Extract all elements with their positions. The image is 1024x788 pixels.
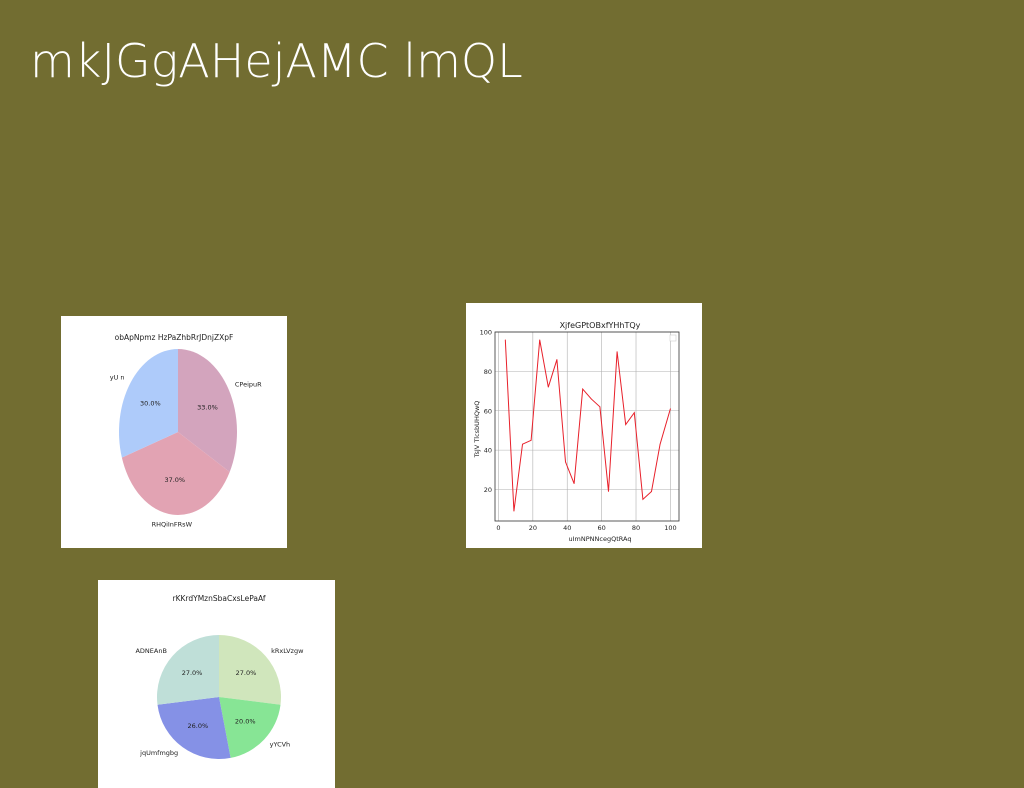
pie1-slice-2 — [119, 349, 178, 458]
x-tick-label-0: 0 — [496, 524, 500, 532]
pie2-pct-label-3: 27.0% — [182, 669, 203, 677]
x-tick-label-2: 40 — [563, 524, 571, 532]
pie1-pct-label-1: 37.0% — [164, 476, 185, 484]
line-point-0-2 — [522, 443, 523, 445]
pie1-slice-0 — [178, 349, 237, 472]
x-tick-label-5: 100 — [664, 524, 676, 532]
pie1-slice-label-2: yU n — [110, 373, 125, 381]
pie2-pct-label-1: 20.0% — [235, 718, 256, 726]
line-point-0-5 — [547, 386, 549, 388]
y-tick-label-0: 20 — [484, 486, 492, 494]
pie1-slice-label-0: CPeipuR — [235, 381, 262, 389]
pie-chart-2-svg: rKKrdYMznSbaCxsLePaAf 27.0% kRxLVzgw 20.0%… — [135, 594, 304, 759]
pie1-pct-label-0: 33.0% — [197, 403, 218, 411]
line-point-0-6 — [556, 359, 558, 360]
pie2-slice-3 — [157, 635, 219, 705]
pie-chart-1-title: obApNpmz HzPaZhbRrJDnjZXpF — [115, 333, 234, 342]
pie2-pct-label-0: 27.0% — [236, 669, 257, 677]
slide-title: mkJGgAHejAMC lmQL — [30, 34, 523, 88]
pie2-slice-1 — [219, 697, 281, 758]
line-point-0-15 — [633, 412, 635, 414]
line-point-0-1 — [513, 510, 515, 512]
line-point-0-14 — [625, 424, 627, 425]
pie2-pct-label-2: 26.0% — [188, 722, 209, 730]
line-point-0-18 — [659, 443, 661, 445]
line-series-0 — [504, 339, 671, 512]
pie-chart-1: obApNpmz HzPaZhbRrJDnjZXpF 33.0% CPeipuR 3… — [61, 316, 287, 548]
line-chart: XjfeGPtOBxfYHhTQy uImNPNNcegQtRAq TsJV T… — [466, 303, 702, 548]
line-point-0-0 — [504, 339, 506, 341]
line-point-0-12 — [608, 491, 609, 492]
line-chart-xlabel: uImNPNNcegQtRAq — [569, 535, 632, 543]
y-tick-label-3: 80 — [484, 368, 492, 376]
y-tick-label-2: 60 — [484, 407, 492, 415]
pie1-slice-label-1: RHQiInFRsW — [152, 521, 193, 529]
line-point-0-3 — [530, 439, 532, 441]
line-point-0-10 — [590, 398, 592, 400]
line-chart-ylabel: TsJV TlcsbUHQwQ — [473, 401, 481, 459]
x-tick-label-4: 80 — [632, 524, 640, 532]
line-point-0-7 — [565, 461, 566, 463]
pie1-pct-label-2: 30.0% — [140, 400, 161, 408]
line-chart-title: XjfeGPtOBxfYHhTQy — [560, 321, 641, 330]
legend-box — [669, 334, 677, 342]
line-point-0-19 — [670, 408, 671, 410]
line-point-0-8 — [573, 483, 575, 484]
pie2-slice-2 — [157, 697, 231, 759]
line-point-0-16 — [642, 498, 644, 500]
pie2-slice-0 — [219, 635, 281, 705]
line-point-0-4 — [539, 339, 541, 341]
line-chart-svg: XjfeGPtOBxfYHhTQy uImNPNNcegQtRAq TsJV T… — [473, 321, 680, 543]
line-point-0-13 — [616, 351, 618, 353]
pie-chart-1-svg: obApNpmz HzPaZhbRrJDnjZXpF 33.0% CPeipuR 3… — [110, 333, 262, 529]
x-tick-label-1: 20 — [529, 524, 537, 532]
line-point-0-11 — [599, 406, 601, 408]
pie1-slice-1 — [121, 432, 230, 515]
y-tick-label-4: 100 — [480, 329, 492, 337]
x-tick-label-3: 60 — [597, 524, 605, 532]
pie2-slice-label-3: ADNEAnB — [135, 647, 166, 655]
pie2-slice-label-1: yYCVh — [270, 741, 291, 749]
pie-chart-2-title: rKKrdYMznSbaCxsLePaAf — [172, 594, 265, 603]
pie2-slice-label-2: jqUmfmgbg — [139, 749, 178, 757]
pie2-slice-label-0: kRxLVzgw — [271, 647, 304, 655]
line-point-0-17 — [651, 491, 652, 492]
line-chart-plot-frame — [494, 331, 680, 522]
pie-chart-2: rKKrdYMznSbaCxsLePaAf 27.0% kRxLVzgw 20.0%… — [98, 580, 335, 788]
line-point-0-9 — [582, 388, 584, 390]
y-tick-label-1: 40 — [484, 447, 492, 455]
